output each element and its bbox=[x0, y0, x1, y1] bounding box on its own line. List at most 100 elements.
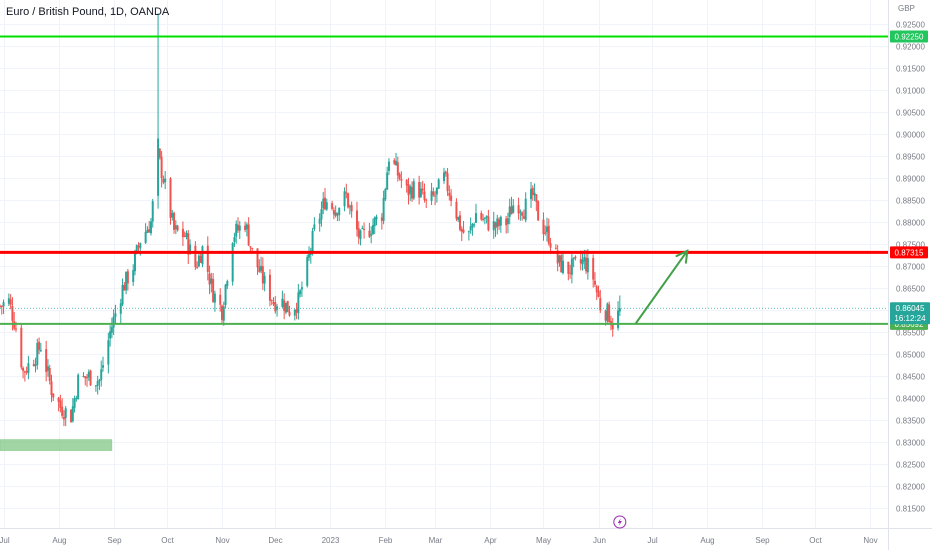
candle-body bbox=[212, 279, 215, 303]
candle-body bbox=[139, 243, 142, 249]
price-axis[interactable]: 0.81500 0.82000 0.82500 0.83000 0.83500 0.840… bbox=[896, 21, 925, 514]
candle-body bbox=[174, 225, 177, 230]
candle-body bbox=[283, 300, 286, 311]
candle-body bbox=[245, 224, 248, 230]
arrow-shaft bbox=[634, 250, 689, 324]
candle-body bbox=[222, 306, 225, 321]
candle-body bbox=[386, 172, 389, 190]
candle-body bbox=[176, 225, 179, 231]
candle-body bbox=[86, 377, 89, 379]
candle-body bbox=[606, 303, 609, 322]
x-tick-label: Jun bbox=[593, 536, 606, 545]
candle-body bbox=[34, 364, 37, 367]
x-tick-label: Oct bbox=[161, 536, 174, 545]
candle-body bbox=[249, 246, 252, 248]
candle-body bbox=[100, 369, 103, 381]
candle-body bbox=[496, 218, 499, 227]
candle-body bbox=[247, 224, 250, 246]
candle-body bbox=[499, 216, 502, 226]
y-tick-label: 0.88500 bbox=[896, 197, 925, 206]
candle-body bbox=[197, 255, 200, 267]
x-tick-label: Mar bbox=[429, 536, 443, 545]
candle-body bbox=[434, 195, 437, 197]
candle-body bbox=[618, 308, 621, 312]
candle-body bbox=[387, 161, 390, 171]
candle-body bbox=[123, 284, 126, 291]
candle-body bbox=[473, 224, 476, 226]
candle-body bbox=[567, 261, 570, 274]
candle-body bbox=[512, 205, 515, 213]
candle-body bbox=[52, 393, 55, 398]
candle-body bbox=[219, 294, 222, 305]
candle-body bbox=[411, 186, 414, 199]
candle-body bbox=[256, 248, 259, 268]
candle-body bbox=[492, 221, 495, 231]
candle-body bbox=[370, 234, 373, 236]
candle-body bbox=[121, 285, 124, 305]
candle-body bbox=[181, 228, 184, 238]
y-tick-label: 0.88000 bbox=[896, 219, 925, 228]
candle-body bbox=[25, 371, 28, 373]
candle-body bbox=[467, 231, 470, 233]
candle-body bbox=[432, 191, 435, 196]
candle-body bbox=[533, 192, 536, 196]
x-tick-label: 2023 bbox=[322, 536, 340, 545]
candle-body bbox=[320, 209, 323, 220]
candle-body bbox=[107, 340, 110, 365]
candle-body bbox=[357, 228, 360, 238]
candle-body bbox=[135, 245, 138, 253]
candle-body bbox=[521, 212, 524, 216]
candle-body bbox=[313, 224, 316, 230]
candle-body bbox=[149, 221, 152, 234]
candle-body bbox=[98, 380, 101, 382]
lightning-icon[interactable] bbox=[613, 515, 627, 529]
candle-body bbox=[546, 226, 549, 233]
candle-body bbox=[425, 199, 428, 201]
x-tick-label: Jul bbox=[0, 536, 10, 545]
candle-body bbox=[359, 230, 362, 240]
candle-body bbox=[483, 217, 486, 219]
time-axis[interactable]: Jul Aug Sep Oct Nov Dec 2023 Feb Mar Apr May Jun Jul… bbox=[0, 536, 878, 545]
x-tick-label: Jul bbox=[647, 536, 657, 545]
candle-body bbox=[574, 256, 577, 259]
candle-body bbox=[38, 341, 41, 350]
support-price-label: 0.85692 bbox=[895, 320, 924, 329]
candle-body bbox=[258, 266, 261, 273]
zone-rect bbox=[0, 439, 113, 451]
candle-body bbox=[46, 366, 49, 371]
candle-body bbox=[171, 213, 174, 218]
candle-body bbox=[450, 195, 453, 201]
candle-body bbox=[368, 230, 371, 237]
candle-body bbox=[380, 217, 383, 221]
candle-body bbox=[244, 225, 247, 230]
candle-body bbox=[324, 197, 327, 210]
candle-body bbox=[581, 260, 584, 265]
candle-body bbox=[519, 211, 522, 213]
y-tick-label: 0.82000 bbox=[896, 483, 925, 492]
candle-body bbox=[251, 247, 254, 249]
candle-body bbox=[169, 178, 172, 218]
y-tick-label: 0.85500 bbox=[896, 329, 925, 338]
candle-body bbox=[261, 266, 264, 284]
candle-body bbox=[77, 374, 80, 400]
candle-body bbox=[345, 192, 348, 194]
candle-body bbox=[158, 148, 161, 158]
candle-body bbox=[268, 274, 271, 301]
candle-body bbox=[469, 226, 472, 231]
candle-body bbox=[375, 216, 378, 220]
x-tick-label: Nov bbox=[215, 536, 229, 545]
candles bbox=[0, 13, 621, 427]
candle-body bbox=[0, 305, 1, 307]
candle-body bbox=[187, 233, 190, 255]
zone-layer bbox=[0, 439, 113, 451]
y-tick-label: 0.92500 bbox=[896, 21, 925, 30]
plot-background bbox=[0, 0, 888, 528]
candle-body bbox=[554, 247, 557, 249]
candle-body bbox=[418, 182, 421, 198]
lightning-bolt bbox=[617, 518, 622, 526]
candle-body bbox=[11, 306, 14, 322]
candle-body bbox=[617, 310, 620, 329]
candle-body bbox=[238, 225, 241, 231]
candle-body bbox=[286, 300, 289, 313]
